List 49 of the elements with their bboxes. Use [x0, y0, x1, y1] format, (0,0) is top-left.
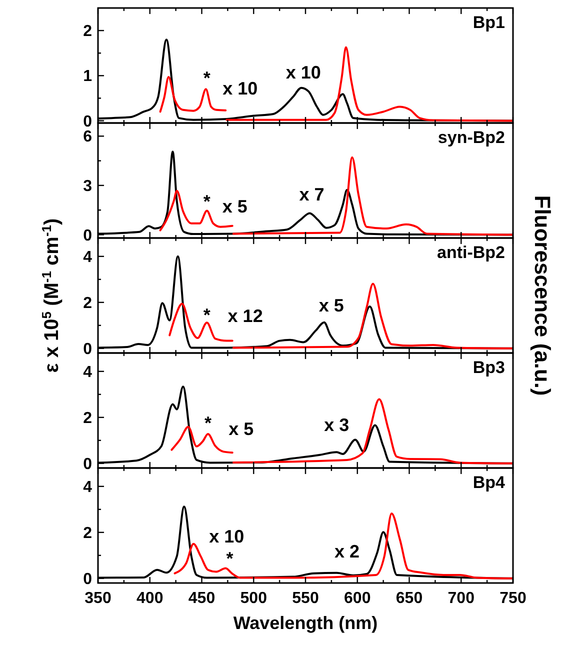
y-tick-label: 4 [83, 249, 92, 266]
annotation: x 7 [299, 184, 324, 205]
y-tick-label: 0 [83, 113, 92, 130]
chart-title: Bp4 [472, 473, 506, 492]
x-tick-label: 700 [448, 590, 475, 607]
y-tick-label: 2 [83, 295, 92, 312]
chart-title: anti-Bp2 [437, 243, 505, 262]
annotation: x 10 [222, 78, 258, 99]
y2-axis-title: Fluorescence (a.u.) [530, 195, 555, 396]
x-tick-label: 750 [500, 590, 526, 607]
x-axis-title: Wavelength (nm) [233, 613, 378, 633]
y-tick-label: 2 [83, 23, 92, 40]
x-tick-label: 550 [292, 590, 319, 607]
annotation: x 5 [228, 419, 254, 440]
annotation: x 5 [222, 196, 248, 217]
annotation: x 10 [209, 526, 244, 546]
y-tick-label: 0 [83, 571, 92, 588]
annotation: x 5 [318, 296, 344, 316]
y-tick-label: 2 [83, 410, 92, 427]
y-tick-label: 2 [83, 525, 92, 542]
y-tick-label: 0 [83, 341, 92, 358]
annotation: * [203, 68, 210, 88]
chart-title: Bp3 [472, 358, 505, 377]
annotation: x 12 [228, 306, 263, 326]
y-tick-label: 4 [83, 479, 92, 496]
y-tick-label: 3 [83, 178, 92, 196]
y-tick-label: 6 [83, 128, 92, 146]
annotation: * [203, 192, 210, 212]
annotation: * [204, 413, 212, 434]
x-tick-label: 600 [344, 590, 371, 607]
line-series [159, 190, 234, 232]
line-series [174, 512, 513, 580]
annotation: x 10 [286, 62, 321, 82]
x-tick-label: 350 [84, 590, 112, 607]
annotation: x 3 [324, 414, 350, 435]
y-tick-label: 0 [83, 227, 92, 244]
x-tick-label: 650 [396, 590, 423, 607]
chart-title: Bp1 [472, 13, 505, 32]
y-tick-label: 1 [83, 68, 92, 86]
x-tick-label: 500 [240, 590, 268, 607]
annotation: * [226, 548, 234, 568]
annotation: x 2 [334, 542, 360, 562]
line-series [232, 156, 513, 236]
annotation: * [203, 305, 210, 326]
x-tick-label: 450 [188, 590, 216, 607]
y-tick-label: 4 [83, 364, 92, 381]
y-tick-label: 0 [83, 456, 92, 473]
x-tick-label: 400 [136, 590, 164, 607]
chart-title: syn-Bp2 [438, 128, 505, 147]
